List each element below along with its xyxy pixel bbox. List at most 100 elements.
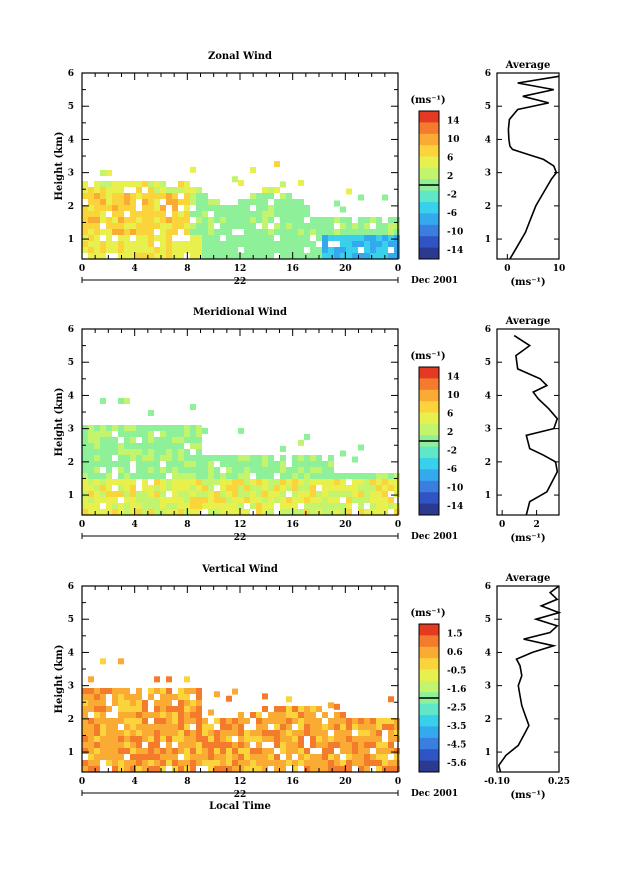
heatmap-cell <box>130 247 136 253</box>
heatmap-cell <box>154 449 160 455</box>
date-day-label: 22 <box>234 277 247 287</box>
y-tick-label: 2 <box>68 458 74 468</box>
heatmap-cell <box>316 742 322 748</box>
heatmap-cell <box>136 181 142 187</box>
heatmap-cell <box>130 712 136 718</box>
heatmap-cell <box>202 730 208 736</box>
heatmap-cell <box>88 479 94 485</box>
heatmap-cell <box>196 760 202 766</box>
heatmap-cell <box>226 509 232 515</box>
heatmap-cell <box>208 217 214 223</box>
heatmap-cell <box>142 718 148 724</box>
heatmap-cell <box>160 443 166 449</box>
date-label: Dec 2001 <box>411 276 458 286</box>
y-tick-label: 3 <box>68 169 74 179</box>
heatmap-cell <box>328 455 334 461</box>
heatmap-cell <box>196 199 202 205</box>
heatmap-cell <box>304 235 310 241</box>
heatmap-cell <box>298 497 304 503</box>
colorbar-segment <box>419 389 439 402</box>
heatmap-cell <box>202 473 208 479</box>
heatmap-cell <box>322 229 328 235</box>
heatmap-cell <box>352 491 358 497</box>
heatmap-cell <box>226 217 232 223</box>
heatmap-cell <box>238 509 244 515</box>
heatmap-cell <box>190 241 196 247</box>
heatmap-cell <box>376 718 382 724</box>
heatmap-cell <box>292 718 298 724</box>
heatmap-cell <box>298 718 304 724</box>
heatmap-cell <box>322 253 328 259</box>
heatmap-cell <box>142 431 148 437</box>
heatmap-cell <box>208 748 214 754</box>
heatmap-cell <box>274 742 280 748</box>
heatmap-cell <box>298 235 304 241</box>
heatmap-cell <box>394 473 400 479</box>
heatmap-cell <box>94 497 100 503</box>
heatmap-cell <box>214 253 220 259</box>
x-tick-label: 0 <box>395 777 401 787</box>
heatmap-cell <box>292 473 298 479</box>
heatmap-cell <box>100 229 106 235</box>
heatmap-cell <box>172 509 178 515</box>
heatmap-cell <box>136 724 142 730</box>
heatmap-cell <box>136 217 142 223</box>
heatmap-cell <box>250 193 256 199</box>
heatmap-cell <box>214 509 220 515</box>
heatmap-cell <box>94 479 100 485</box>
heatmap-cell <box>184 223 190 229</box>
y-axis-label: Height (km) <box>54 132 65 201</box>
heatmap-cell <box>172 754 178 760</box>
heatmap-cell <box>280 181 286 188</box>
heatmap-cell <box>142 449 148 455</box>
heatmap-cell <box>166 187 172 193</box>
heatmap-cell <box>286 712 292 718</box>
heatmap-cell <box>88 754 94 760</box>
heatmap-cell <box>196 688 202 694</box>
heatmap-cell <box>148 247 154 253</box>
profile-x-axis-label: (ms⁻¹) <box>510 277 545 288</box>
y-tick-label: 1 <box>68 491 74 501</box>
heatmap-cell <box>394 724 400 730</box>
heatmap-cell <box>142 724 148 730</box>
heatmap-cell <box>310 736 316 742</box>
heatmap-cell <box>346 730 352 736</box>
heatmap-cell <box>310 479 316 485</box>
heatmap-cell <box>190 706 196 712</box>
heatmap-cell <box>154 760 160 766</box>
heatmap-cell <box>310 229 316 235</box>
heatmap-cell <box>250 455 256 461</box>
heatmap-cell <box>100 247 106 253</box>
heatmap-cell <box>310 724 316 730</box>
colorbar-segment <box>419 122 439 135</box>
heatmap-cell <box>136 431 142 437</box>
heatmap-cell <box>118 461 124 467</box>
heatmap-cell <box>82 497 88 503</box>
heatmap-cell <box>286 479 292 485</box>
heatmap-cell <box>346 491 352 497</box>
heatmap-cell <box>190 211 196 217</box>
heatmap-cell <box>136 491 142 497</box>
heatmap-cell <box>178 718 184 724</box>
heatmap-cell <box>310 742 316 748</box>
y-tick-label: 6 <box>68 69 74 79</box>
heatmap-cell <box>112 437 118 443</box>
heatmap-cell <box>316 491 322 497</box>
heatmap-cell <box>106 223 112 229</box>
profile-y-tick-label: 5 <box>485 102 491 112</box>
heatmap-cell <box>142 748 148 754</box>
heatmap-cell <box>340 235 346 241</box>
heatmap-cell <box>310 706 316 712</box>
heatmap-cell <box>250 479 256 485</box>
heatmap-cell <box>106 724 112 730</box>
colorbar-segment <box>419 749 439 762</box>
profile-y-tick-label: 1 <box>485 235 491 245</box>
heatmap-cell <box>106 425 112 431</box>
heatmap-cell <box>112 700 118 706</box>
heatmap-cell <box>280 766 286 772</box>
heatmap-cell <box>382 503 388 509</box>
heatmap-cell <box>238 427 244 434</box>
heatmap-cell <box>178 724 184 730</box>
colorbar-tick-label: -10 <box>447 227 463 237</box>
